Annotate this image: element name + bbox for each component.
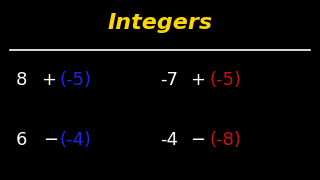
Text: (-8): (-8): [210, 131, 242, 149]
Text: +: +: [42, 71, 57, 89]
Text: (-4): (-4): [59, 131, 91, 149]
Text: (-5): (-5): [210, 71, 242, 89]
Text: -7: -7: [160, 71, 178, 89]
Text: -4: -4: [160, 131, 178, 149]
Text: Integers: Integers: [108, 13, 212, 33]
Text: (-5): (-5): [59, 71, 91, 89]
Text: 8: 8: [16, 71, 28, 89]
Text: −: −: [190, 131, 205, 149]
Text: +: +: [190, 71, 205, 89]
Text: 6: 6: [16, 131, 28, 149]
Text: −: −: [43, 131, 58, 149]
